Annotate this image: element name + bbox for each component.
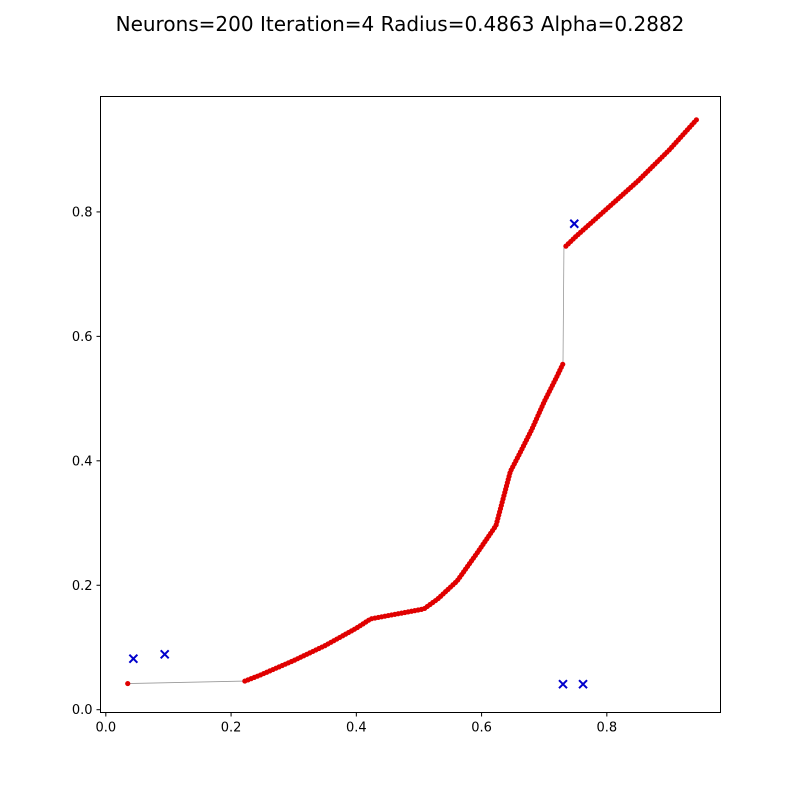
- sample-points-layer: [128, 219, 588, 689]
- sample-x-marker: [569, 219, 579, 229]
- plot-area-frame: [100, 96, 721, 713]
- x-tick-label: 0.2: [221, 721, 242, 736]
- sample-x-marker: [128, 653, 139, 664]
- x-tick-label: 0.8: [596, 721, 617, 736]
- chart-title: Neurons=200 Iteration=4 Radius=0.4863 Al…: [115, 12, 685, 36]
- x-tick-label: 0.4: [346, 721, 367, 736]
- y-tick-label: 0.6: [72, 330, 93, 345]
- y-tick-label: 0.8: [72, 205, 93, 220]
- y-tick-label: 0.0: [72, 703, 93, 718]
- axis-layer: 0.0 0.2 0.4 0.6 0.8 0.0 0.2 0.4 0.6 0.8: [72, 205, 617, 735]
- neuron-point: [693, 117, 699, 123]
- sample-x-marker: [558, 679, 568, 689]
- neuron-point: [560, 361, 566, 367]
- y-tick-label: 0.2: [72, 579, 93, 594]
- x-tick-label: 0.6: [471, 721, 492, 736]
- sample-x-marker: [578, 679, 588, 689]
- y-tick-label: 0.4: [72, 454, 93, 469]
- neuron-points-layer: [125, 117, 699, 687]
- x-tick-label: 0.0: [95, 721, 116, 736]
- sample-x-marker: [159, 649, 170, 660]
- neuron-point: [125, 680, 131, 687]
